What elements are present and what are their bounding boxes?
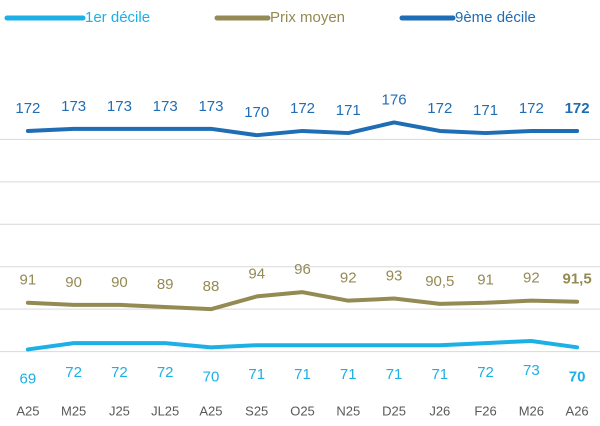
data-label: 70: [569, 368, 586, 385]
data-label: 173: [153, 98, 178, 115]
data-label: 172: [427, 100, 452, 117]
x-tick-label: S25: [245, 403, 268, 418]
data-label: 176: [382, 91, 407, 108]
data-label: 90,5: [425, 273, 454, 290]
data-label: 71: [386, 366, 403, 383]
data-label: 93: [386, 268, 403, 285]
data-label: 171: [473, 102, 498, 119]
data-label: 72: [477, 364, 494, 381]
data-label: 71: [431, 366, 448, 383]
data-label: 72: [65, 364, 82, 381]
legend-label: 9ème décile: [455, 9, 536, 26]
data-label: 73: [523, 362, 540, 379]
data-label: 91,5: [563, 271, 592, 288]
data-label: 172: [519, 100, 544, 117]
x-tick-label: J26: [429, 403, 450, 418]
data-label: 96: [294, 261, 311, 278]
x-tick-label: O25: [290, 403, 315, 418]
x-tick-label: M25: [61, 403, 86, 418]
data-label: 172: [290, 100, 315, 117]
data-label: 70: [203, 368, 220, 385]
data-label: 92: [523, 270, 540, 287]
data-label: 173: [61, 98, 86, 115]
data-label: 88: [203, 278, 220, 295]
x-tick-label: JL25: [151, 403, 179, 418]
data-label: 72: [111, 364, 128, 381]
x-tick-label: N25: [336, 403, 360, 418]
x-tick-label: A25: [199, 403, 222, 418]
data-label: 170: [244, 104, 269, 121]
x-tick-label: M26: [519, 403, 544, 418]
x-tick-label: A25: [16, 403, 39, 418]
x-tick-label: D25: [382, 403, 406, 418]
data-label: 91: [477, 272, 494, 289]
data-label: 172: [15, 100, 40, 117]
data-label: 173: [198, 98, 223, 115]
data-label: 91: [20, 272, 37, 289]
data-label: 71: [294, 366, 311, 383]
data-label: 92: [340, 270, 357, 287]
x-tick-label: A26: [566, 403, 589, 418]
x-tick-label: J25: [109, 403, 130, 418]
series-line: [25, 290, 580, 312]
data-label: 90: [65, 274, 82, 291]
data-label: 172: [565, 100, 590, 117]
x-tick-label: F26: [474, 403, 496, 418]
data-label: 171: [336, 102, 361, 119]
legend-label: Prix moyen: [270, 9, 345, 26]
data-label: 94: [248, 265, 265, 282]
data-label: 69: [20, 370, 37, 387]
data-label: 173: [107, 98, 132, 115]
data-label: 90: [111, 274, 128, 291]
legend-label: 1er décile: [85, 9, 150, 26]
data-label: 71: [340, 366, 357, 383]
data-label: 89: [157, 276, 174, 293]
data-label: 71: [248, 366, 265, 383]
series-line: [25, 120, 580, 138]
series-line: [25, 338, 580, 352]
data-label: 72: [157, 364, 174, 381]
